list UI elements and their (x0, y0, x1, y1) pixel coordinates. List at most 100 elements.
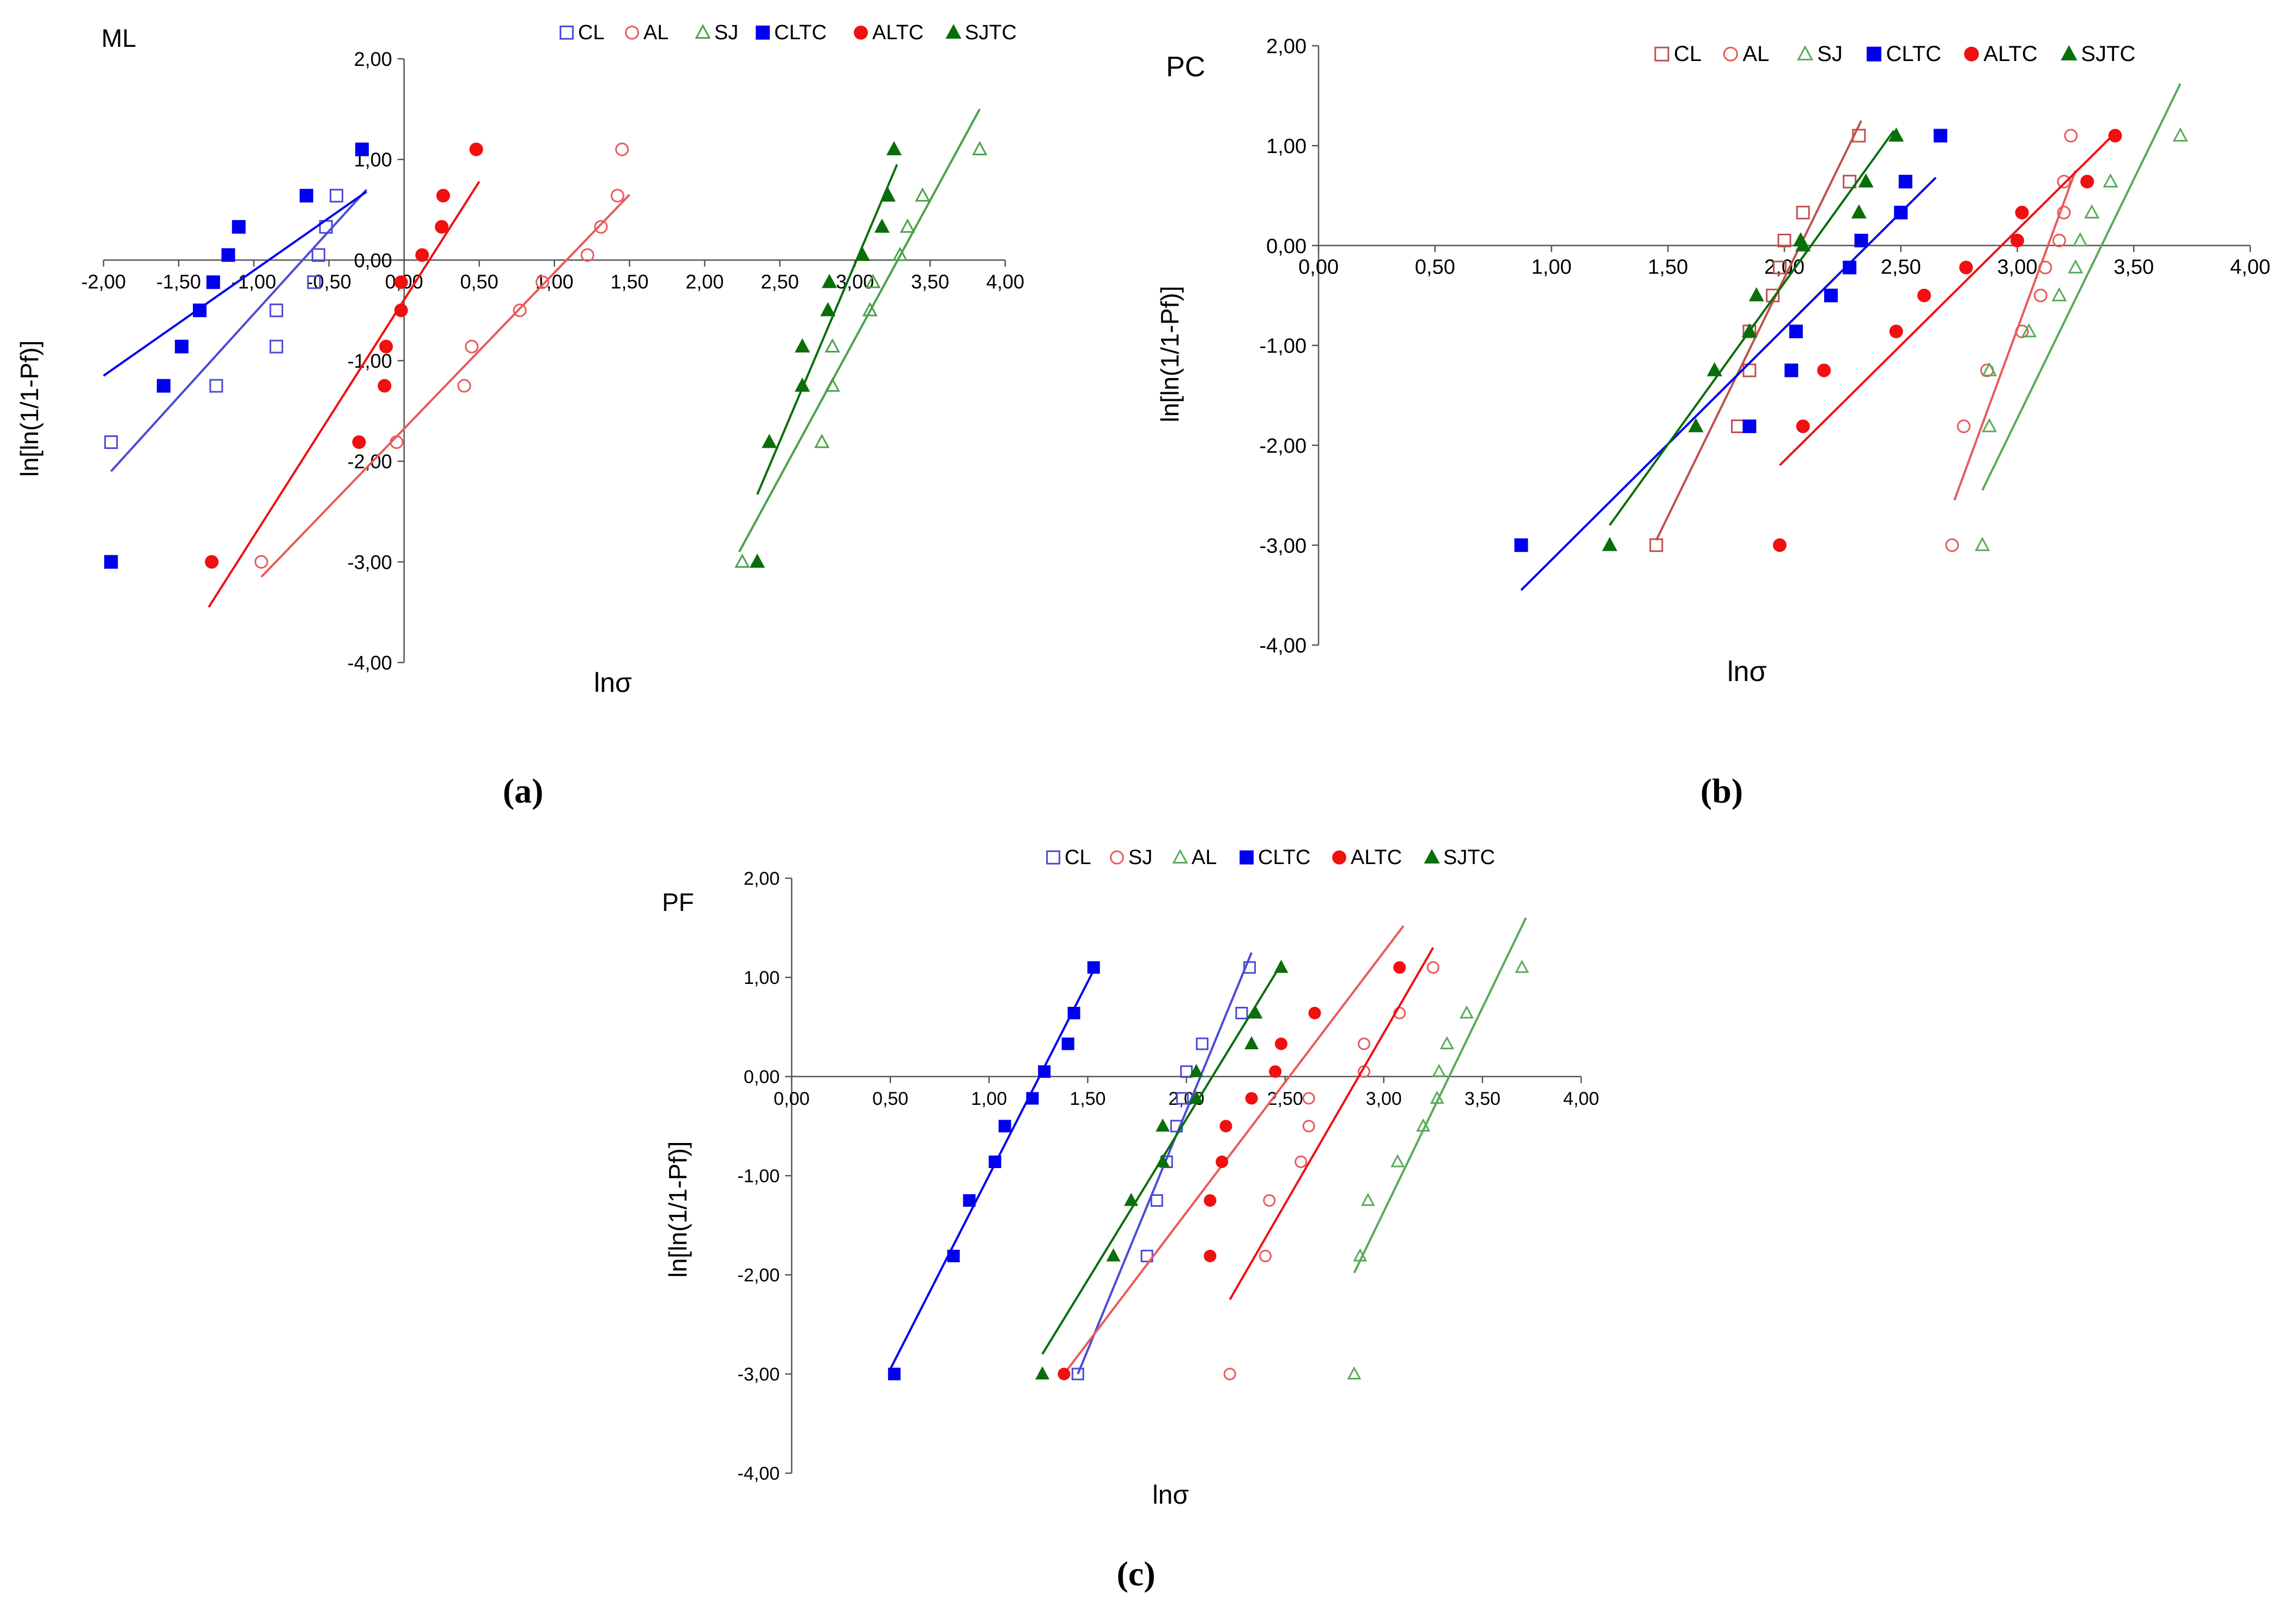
legend-item-cltc: CLTC (756, 21, 827, 44)
data-point-cl (1180, 1065, 1193, 1078)
legend-item-cltc: CLTC (1240, 846, 1310, 869)
panel-b-ylabel: ln[ln(1/1-Pf)] (1156, 286, 1184, 423)
data-point-altc (2080, 174, 2094, 189)
data-point-sjtc (794, 338, 810, 352)
series-altc (1772, 129, 2122, 552)
data-point-cl (1176, 1092, 1189, 1105)
data-point-sjtc (761, 434, 778, 448)
data-point-sj (1982, 418, 1997, 433)
x-tick-label: 0,50 (460, 270, 499, 293)
data-point-sjtc (1244, 1036, 1259, 1049)
data-point-cltc (221, 248, 235, 262)
data-point-sjtc (880, 187, 896, 202)
legend-marker-al (625, 25, 639, 40)
data-point-al (1390, 1154, 1405, 1168)
x-tick-label: 2,50 (1881, 256, 1921, 279)
legend-item-sj: SJ (1110, 846, 1152, 869)
fit-line-sj (738, 108, 981, 552)
y-tick-label: -3,00 (348, 551, 392, 573)
panel-a-ylabel: ln[ln(1/1-Pf)] (15, 341, 44, 477)
data-point-sjtc (1274, 959, 1289, 973)
data-point-al (1459, 1005, 1474, 1019)
legend-label-cltc: CLTC (1886, 42, 1941, 66)
legend-marker-altc (1332, 850, 1346, 865)
data-point-cltc (206, 275, 220, 289)
data-point-cl (209, 379, 223, 393)
data-point-al (1347, 1366, 1362, 1379)
data-point-sj (2172, 127, 2188, 142)
data-point-sj (1358, 1037, 1371, 1050)
data-point-sj (824, 377, 840, 392)
data-point-altc (1274, 1037, 1287, 1050)
data-point-sj (915, 187, 931, 202)
data-point-sj (2084, 204, 2100, 219)
x-tick-label: 1,50 (1070, 1089, 1106, 1109)
y-tick-label: -3,00 (738, 1364, 780, 1385)
data-point-sj (734, 554, 750, 568)
legend-label-altc: ALTC (1351, 846, 1402, 869)
data-point-cltc (1061, 1037, 1074, 1050)
fit-line-sj (1981, 83, 2182, 491)
legend-marker-cl (1654, 46, 1669, 62)
data-point-cltc (963, 1194, 976, 1207)
panel-c-ylabel: ln[ln(1/1-Pf)] (664, 1141, 692, 1278)
data-point-cltc (1854, 234, 1868, 247)
data-point-sjtc (886, 141, 902, 156)
data-point-altc (1219, 1120, 1232, 1133)
series-cltc (1514, 129, 1947, 591)
legend-marker-cltc (756, 25, 770, 40)
series-cl (1649, 120, 1866, 552)
panel-c: PF lnσ ln[ln(1/1-Pf)] (c) 0,00 0,50 1,00 1,… (662, 846, 1599, 1593)
data-point-sjtc (874, 218, 890, 233)
panel-c-title: PF (662, 888, 694, 916)
data-point-sj (1982, 362, 1997, 376)
data-point-sj (892, 246, 908, 261)
data-point-cl (330, 189, 344, 203)
data-point-altc (1245, 1092, 1258, 1105)
data-point-sj (2021, 323, 2037, 338)
data-point-cltc (355, 142, 369, 156)
data-point-sj (2068, 259, 2084, 273)
x-tick-label: 0,00 (1298, 256, 1339, 279)
data-point-sjtc (1851, 204, 1867, 219)
data-point-altc (379, 339, 393, 354)
legend: CL SJ AL CLTC ALTC SJTC (1046, 846, 1495, 869)
data-point-sjtc (1189, 1063, 1204, 1077)
panel-a-caption: (a) (503, 771, 544, 810)
x-tick-label: 3,00 (836, 270, 874, 293)
x-tick-label: 3,00 (1366, 1089, 1402, 1109)
data-point-altc (1959, 260, 1973, 275)
y-tick-label: 2,00 (744, 868, 780, 889)
legend-item-al: AL (1172, 846, 1217, 869)
series-sj (734, 108, 988, 568)
series-sjtc (1602, 127, 1904, 551)
data-point-al (1432, 1063, 1447, 1077)
series-altc (205, 142, 483, 608)
data-point-al (2064, 129, 2078, 143)
data-point-sj (1295, 1156, 1308, 1169)
x-tick-label: 1,00 (971, 1089, 1007, 1109)
y-tick-label: 2,00 (1266, 35, 1307, 58)
y-tick-label: -4,00 (348, 652, 392, 674)
data-point-cl (1235, 1007, 1248, 1020)
y-tick-label: -2,00 (1259, 435, 1307, 458)
x-tick-label: 3,50 (911, 270, 949, 293)
legend-label-altc: ALTC (872, 21, 924, 44)
data-point-altc (1216, 1156, 1229, 1169)
data-point-cltc (156, 379, 171, 393)
series-cltc (102, 142, 369, 569)
plot-area-0: -2,00-1,50-1,00-0,500,000,501,001,502,00… (81, 48, 1024, 674)
data-point-sj (1302, 1120, 1315, 1133)
data-point-altc (1058, 1367, 1071, 1381)
data-point-sj (1259, 1249, 1272, 1262)
data-point-sjtc (1748, 287, 1764, 302)
data-point-cltc (888, 1367, 901, 1381)
data-point-cltc (1933, 129, 1947, 143)
data-point-sjtc (1706, 362, 1722, 376)
legend-item-altc: ALTC (1964, 42, 2038, 66)
legend-item-cl: CL (1046, 846, 1091, 869)
y-tick-label: 1,00 (744, 968, 780, 988)
data-point-sjtc (1124, 1193, 1139, 1206)
x-tick-label: -0,50 (307, 270, 351, 293)
data-point-al (1360, 1193, 1375, 1206)
